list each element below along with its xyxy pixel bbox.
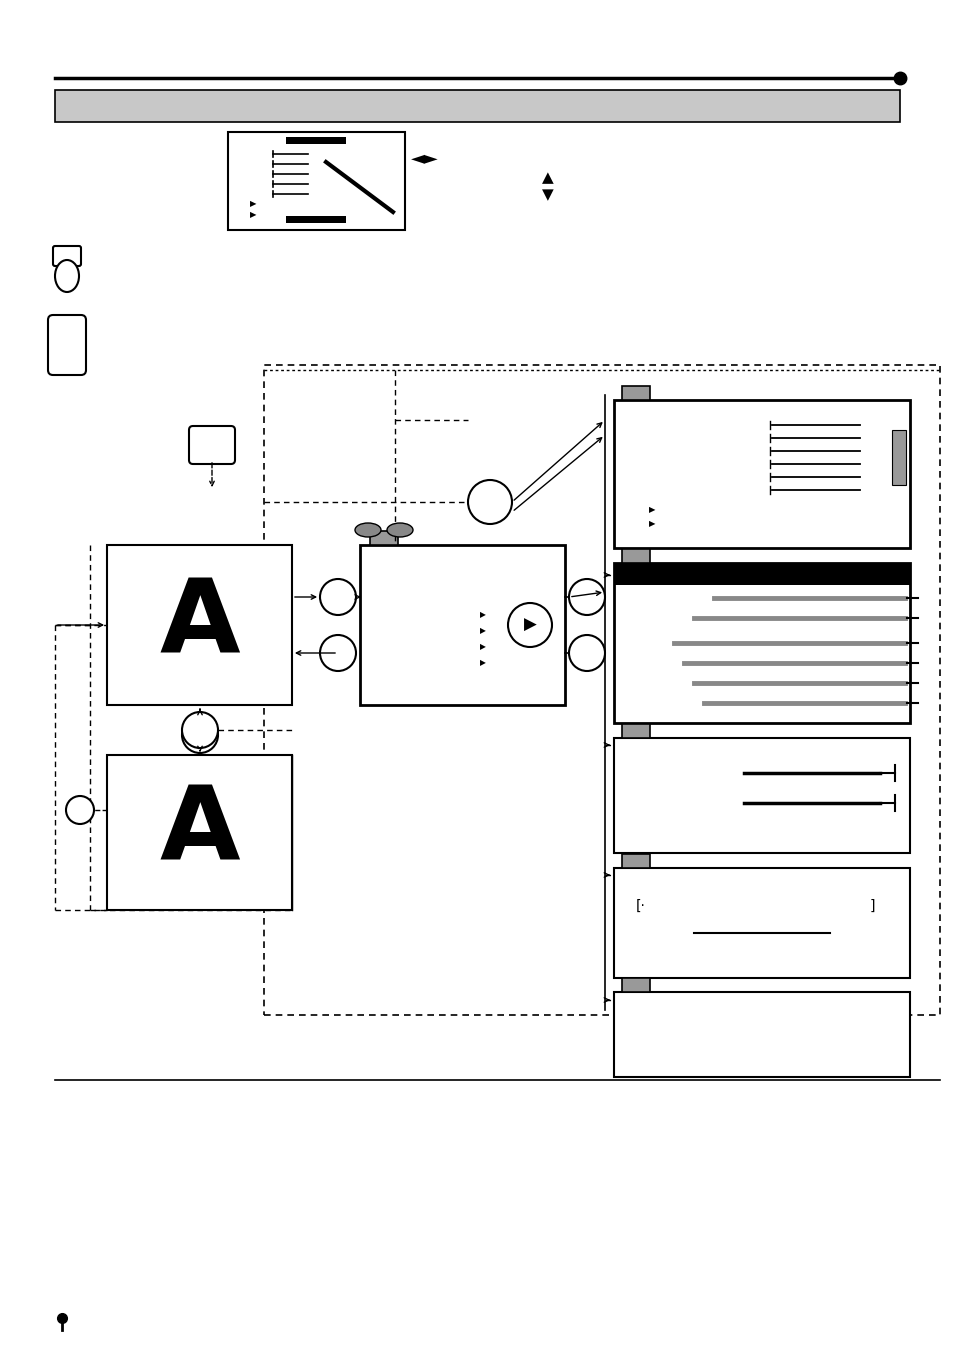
Text: ▶: ▶: [479, 643, 485, 651]
Text: ▶: ▶: [250, 200, 256, 208]
Text: ▼: ▼: [541, 188, 554, 203]
FancyBboxPatch shape: [48, 315, 86, 376]
Bar: [614, 563, 909, 723]
Text: ▶: ▶: [479, 658, 485, 667]
Bar: [55, 91, 899, 122]
FancyBboxPatch shape: [189, 426, 234, 463]
Bar: [286, 216, 346, 223]
Circle shape: [66, 796, 94, 824]
Ellipse shape: [387, 523, 413, 536]
Text: [·: [·: [636, 898, 645, 913]
Text: ▶: ▶: [648, 520, 655, 528]
Text: A: A: [159, 574, 239, 676]
Bar: [107, 755, 292, 911]
Text: ▶: ▶: [250, 211, 256, 219]
Bar: [107, 544, 292, 705]
Circle shape: [182, 717, 218, 753]
Bar: [614, 400, 909, 549]
Circle shape: [468, 480, 512, 524]
Bar: [264, 365, 939, 1015]
Text: ▶: ▶: [479, 611, 485, 620]
FancyBboxPatch shape: [53, 246, 81, 266]
Bar: [614, 992, 909, 1077]
Bar: [359, 544, 564, 705]
Ellipse shape: [355, 523, 380, 536]
Circle shape: [182, 712, 218, 748]
Circle shape: [568, 635, 604, 671]
Circle shape: [319, 580, 355, 615]
Circle shape: [568, 580, 604, 615]
Text: ]: ]: [869, 898, 875, 913]
Bar: [286, 136, 346, 145]
Circle shape: [319, 635, 355, 671]
Bar: [621, 724, 649, 738]
Bar: [621, 978, 649, 992]
Text: ▶: ▶: [523, 616, 536, 634]
Ellipse shape: [55, 259, 79, 292]
Bar: [614, 738, 909, 852]
Text: ▶: ▶: [648, 505, 655, 515]
Text: A: A: [159, 782, 239, 884]
Text: ▲: ▲: [541, 170, 554, 185]
Bar: [370, 531, 397, 544]
Bar: [614, 563, 909, 585]
Bar: [614, 867, 909, 978]
Circle shape: [507, 603, 552, 647]
Bar: [891, 430, 905, 485]
Bar: [621, 854, 649, 867]
Bar: [621, 386, 649, 400]
Text: ▶: ▶: [479, 627, 485, 635]
Bar: [621, 549, 649, 563]
Text: ◄►: ◄►: [411, 149, 438, 168]
Bar: [228, 132, 405, 230]
